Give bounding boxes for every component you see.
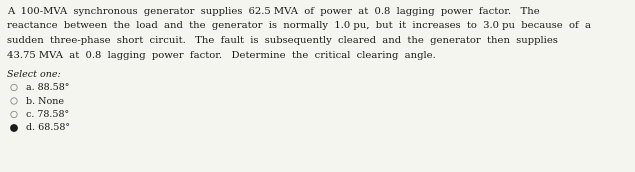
Text: Select one:: Select one: — [7, 70, 61, 79]
Text: a. 88.58°: a. 88.58° — [26, 83, 69, 92]
Text: 43.75 MVA  at  0.8  lagging  power  factor.   Determine  the  critical  clearing: 43.75 MVA at 0.8 lagging power factor. D… — [7, 51, 436, 60]
Text: d. 68.58°: d. 68.58° — [26, 123, 70, 132]
Text: reactance  between  the  load  and  the  generator  is  normally  1.0 pu,  but  : reactance between the load and the gener… — [7, 22, 591, 30]
Text: b. None: b. None — [26, 96, 64, 105]
Circle shape — [11, 125, 17, 131]
Text: c. 78.58°: c. 78.58° — [26, 110, 69, 119]
Text: sudden  three-phase  short  circuit.   The  fault  is  subsequently  cleared  an: sudden three-phase short circuit. The fa… — [7, 36, 558, 45]
Text: A  100-MVA  synchronous  generator  supplies  62.5 MVA  of  power  at  0.8  lagg: A 100-MVA synchronous generator supplies… — [7, 7, 540, 16]
